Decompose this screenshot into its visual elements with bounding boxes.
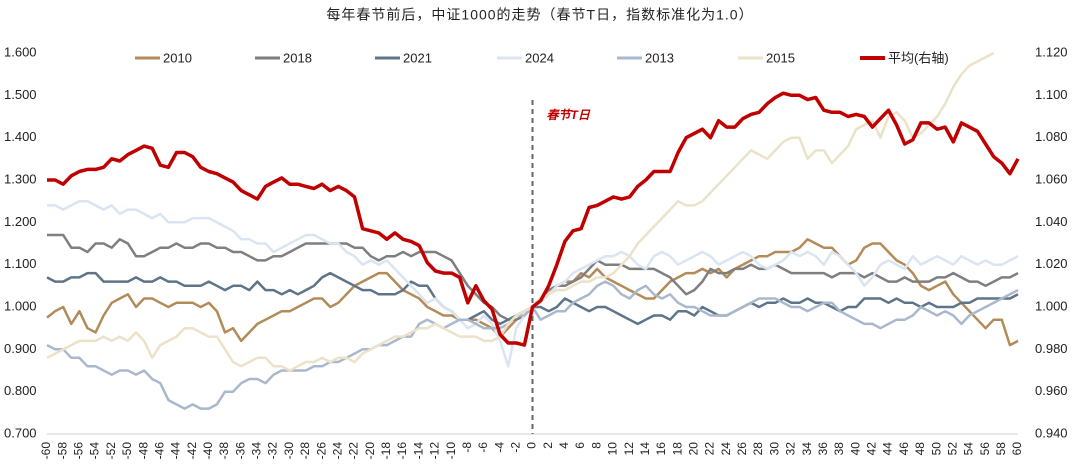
y2-tick-label: 0.960 [1035,383,1068,398]
y2-tick-label: 1.080 [1035,129,1068,144]
x-tick-label: 4 [557,442,571,449]
x-tick-label: -4 [492,442,506,453]
x-tick-label: 30 [767,442,781,456]
series-line [47,91,1020,347]
y2-tick-label: 1.020 [1035,256,1068,271]
x-tick-label: -26 [314,442,328,460]
x-tick-label: 44 [881,442,895,456]
x-tick-label: -52 [104,442,118,460]
x-tick-label: 6 [573,442,587,449]
x-tick-label: 14 [638,442,652,456]
x-tick-label: 34 [800,442,814,456]
x-tick-label: -38 [217,442,231,460]
x-tick-label: -8 [460,442,474,453]
x-tick-label: 60 [1010,442,1024,456]
x-tick-label: 2 [541,442,555,449]
y2-tick-label: 0.940 [1035,425,1068,440]
legend-label: 2015 [766,50,795,65]
x-tick-label: -54 [88,442,102,460]
legend-label: 平均(右轴) [888,50,949,65]
legend-label: 2010 [163,50,192,65]
x-tick-label: -18 [379,442,393,460]
x-tick-label: -14 [411,442,425,460]
x-tick-label: 28 [751,442,765,456]
x-tick-label: -46 [152,442,166,460]
x-tick-label: -40 [201,442,215,460]
x-tick-label: 50 [929,442,943,456]
x-tick-label: -20 [363,442,377,460]
x-tick-label: -50 [120,442,134,460]
annotation-text: 春节T日 [547,108,591,122]
y2-tick-label: 1.120 [1035,44,1068,59]
x-tick-label: -60 [39,442,53,460]
y-tick-label: 1.300 [4,171,37,186]
y-tick-label: 1.100 [4,256,37,271]
y-tick-label: 1.600 [4,44,37,59]
y2-tick-label: 1.100 [1035,87,1068,102]
x-tick-label: 8 [589,442,603,449]
x-tick-label: -16 [395,442,409,460]
x-tick-label: 16 [654,442,668,456]
x-tick-label: 32 [784,442,798,456]
y-tick-label: 1.000 [4,298,37,313]
x-tick-label: -2 [508,442,522,453]
x-tick-label: -36 [233,442,247,460]
x-tick-label: -32 [266,442,280,460]
x-tick-label: -56 [72,442,86,460]
x-tick-label: -28 [298,442,312,460]
x-tick-label: -44 [169,442,183,460]
x-tick-label: 0 [525,442,539,449]
x-tick-label: 20 [687,442,701,456]
x-tick-label: 26 [735,442,749,456]
x-tick-label: -30 [282,442,296,460]
y2-tick-label: 0.980 [1035,341,1068,356]
series-line [46,51,995,372]
x-tick-label: 42 [865,442,879,456]
legend-label: 2018 [283,50,312,65]
x-tick-label: 56 [978,442,992,456]
y-tick-label: 1.500 [4,87,37,102]
x-tick-label: -22 [347,442,361,460]
x-tick-label: 22 [703,442,717,456]
x-tick-label: 18 [670,442,684,456]
y-tick-label: 0.900 [4,341,37,356]
x-tick-label: -12 [428,442,442,460]
legend-label: 2021 [403,50,432,65]
x-tick-label: -34 [250,442,264,460]
x-tick-label: 54 [962,442,976,456]
x-tick-label: -6 [476,442,490,453]
y2-tick-label: 1.000 [1035,298,1068,313]
x-tick-label: 12 [622,442,636,456]
x-tick-label: 40 [848,442,862,456]
legend-label: 2013 [645,50,674,65]
y-tick-label: 1.400 [4,129,37,144]
x-tick-label: 10 [606,442,620,456]
y2-tick-label: 1.060 [1035,171,1068,186]
y-tick-label: 0.700 [4,425,37,440]
y-tick-label: 0.800 [4,383,37,398]
x-tick-label: -42 [185,442,199,460]
x-tick-label: 48 [913,442,927,456]
chart-title: 每年春节前后，中证1000的走势（春节T日，指数标准化为1.0） [326,7,753,23]
x-tick-label: -10 [444,442,458,460]
x-tick-label: 38 [832,442,846,456]
x-tick-label: 24 [719,442,733,456]
x-tick-label: -48 [136,442,150,460]
x-tick-label: -58 [55,442,69,460]
y-tick-label: 1.200 [4,214,37,229]
x-tick-label: 36 [816,442,830,456]
x-tick-label: 58 [994,442,1008,456]
x-tick-label: 46 [897,442,911,456]
legend-label: 2024 [525,50,554,65]
x-tick-label: -24 [330,442,344,460]
x-tick-label: 52 [945,442,959,456]
y2-tick-label: 1.040 [1035,214,1068,229]
